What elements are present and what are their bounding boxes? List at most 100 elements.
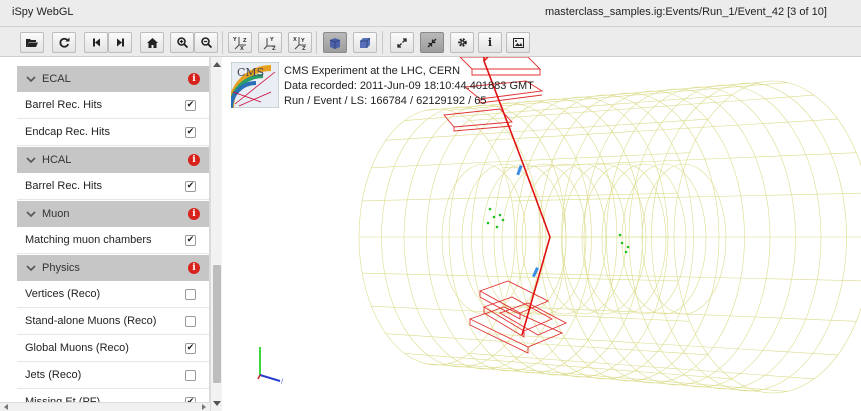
orthographic-button[interactable] (353, 32, 377, 53)
event-display-canvas[interactable]: CMS CMS Experiment at the LHC, CERN Data… (222, 57, 861, 411)
section-title: ECAL (42, 73, 71, 85)
info-icon: i (487, 36, 493, 49)
toolbar-separator (222, 31, 223, 54)
scroll-down-icon[interactable] (213, 401, 221, 406)
muon-chamber (482, 296, 554, 338)
scrollbar-thumb[interactable] (213, 265, 221, 383)
info-icon[interactable]: i (188, 73, 200, 85)
item-label: Barrel Rec. Hits (25, 99, 103, 111)
screenshot-button[interactable] (506, 32, 530, 53)
list-item: Vertices (Reco) (17, 281, 209, 308)
svg-text:Z: Z (302, 46, 306, 51)
perspective-button[interactable] (323, 32, 347, 53)
section-header-hcal[interactable]: HCAL i (17, 147, 209, 173)
step-backward-icon (92, 38, 100, 47)
item-label: Jets (Reco) (25, 369, 82, 381)
muon-chamber (498, 302, 568, 336)
fullscreen-enter-button[interactable] (390, 32, 414, 53)
sidebar: ECAL i Barrel Rec. Hits ✔ Endcap Rec. Hi… (0, 57, 210, 411)
item-label: Vertices (Reco) (25, 288, 101, 300)
calorimeter-hit (486, 221, 490, 225)
list-item: Global Muons (Reco) ✔ (17, 335, 209, 362)
next-event-button[interactable] (108, 32, 132, 53)
section-title: Muon (42, 208, 70, 220)
list-item: Stand-alone Muons (Reco) (17, 308, 209, 335)
item-label: Endcap Rec. Hits (25, 126, 110, 138)
checkbox[interactable]: ✔ (185, 100, 196, 111)
zoom-out-icon (200, 37, 212, 48)
calorimeter-hit (620, 241, 624, 245)
item-label: Barrel Rec. Hits (25, 180, 103, 192)
scroll-left-icon[interactable] (4, 404, 8, 410)
expand-icon (397, 37, 407, 48)
chevron-down-icon (26, 265, 36, 272)
list-item: Jets (Reco) (17, 362, 209, 389)
scroll-right-icon[interactable] (202, 404, 206, 410)
detector-scene (358, 57, 861, 394)
date-recorded: Data recorded: 2011-Jun-09 18:10:44.4018… (284, 80, 534, 92)
calorimeter-hit (501, 218, 505, 222)
refresh-icon (59, 37, 69, 48)
checkbox[interactable] (185, 370, 196, 381)
svg-text:Y: Y (269, 37, 274, 43)
open-file-button[interactable] (20, 32, 44, 53)
checkbox[interactable]: ✔ (185, 343, 196, 354)
item-label: Matching muon chambers (25, 234, 152, 246)
calorimeter-hit (495, 225, 499, 229)
checkbox[interactable]: ✔ (185, 181, 196, 192)
orientation-axes: / (257, 347, 284, 385)
scroll-up-icon[interactable] (213, 62, 221, 67)
checkbox[interactable]: ✔ (185, 127, 196, 138)
chevron-down-icon (26, 211, 36, 218)
compress-icon (427, 38, 437, 47)
app-title: iSpy WebGL (12, 6, 74, 18)
section-header-physics[interactable]: Physics i (17, 255, 209, 281)
list-item: Matching muon chambers ✔ (17, 227, 209, 254)
checkbox[interactable] (185, 289, 196, 300)
list-item: Barrel Rec. Hits ✔ (17, 173, 209, 200)
svg-text:Y: Y (232, 37, 237, 43)
ortho-cube-icon (360, 37, 371, 48)
list-item: Barrel Rec. Hits ✔ (17, 92, 209, 119)
calorimeter-hit (492, 215, 496, 219)
sidebar-scrollbar[interactable] (210, 57, 222, 411)
axes-xyz-icon: Y ZX (232, 36, 247, 51)
step-forward-icon (116, 38, 124, 47)
first-event-button[interactable] (84, 32, 108, 53)
axes-yz-icon: YZ (263, 37, 276, 51)
info-icon[interactable]: i (188, 262, 200, 274)
reset-view-button[interactable] (140, 32, 164, 53)
section-header-muon[interactable]: Muon i (17, 201, 209, 227)
fullscreen-exit-button[interactable] (420, 32, 444, 53)
checkbox[interactable]: ✔ (185, 235, 196, 246)
tracker-hit (516, 164, 523, 176)
svg-text:Y: Y (300, 38, 305, 44)
chevron-down-icon (26, 76, 36, 83)
svg-text:X: X (240, 46, 244, 51)
info-icon[interactable]: i (188, 208, 200, 220)
settings-button[interactable] (450, 32, 474, 53)
run-event-ls: Run / Event / LS: 166784 / 62129192 / 65 (284, 95, 487, 107)
home-icon (146, 37, 158, 48)
checkbox[interactable] (185, 316, 196, 327)
zoom-out-button[interactable] (194, 32, 218, 53)
cms-logo: CMS (231, 62, 279, 108)
item-label: Global Muons (Reco) (25, 342, 129, 354)
calorimeter-hit (488, 207, 492, 211)
muon-chamber (468, 306, 564, 354)
reload-button[interactable] (52, 32, 76, 53)
muon-track (483, 57, 551, 336)
info-icon[interactable]: i (188, 154, 200, 166)
calorimeter-hit (618, 233, 622, 237)
section-header-ecal[interactable]: ECAL i (17, 66, 209, 92)
zoom-in-icon (176, 37, 188, 48)
perspective-cube-icon (329, 37, 341, 49)
gear-icon (457, 38, 467, 47)
sidebar-horizontal-scrollbar[interactable] (0, 402, 210, 411)
info-button[interactable]: i (478, 32, 502, 53)
detector-wireframe (358, 80, 861, 394)
zoom-in-button[interactable] (170, 32, 194, 53)
